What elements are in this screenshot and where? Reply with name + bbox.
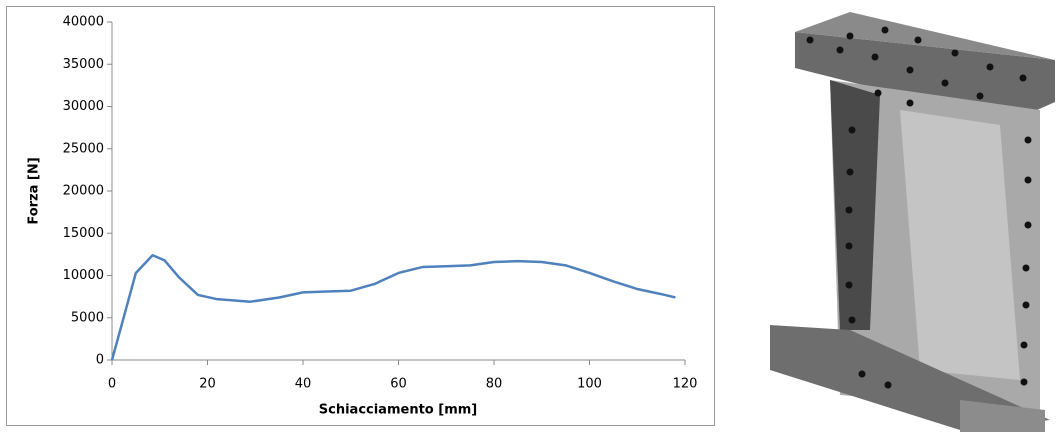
x-tick-label: 40 [295, 377, 312, 392]
x-tick-label: 120 [673, 377, 698, 392]
y-tick-label: 25000 [63, 141, 104, 156]
page: Schiacciamento [mm] Forza [N] 0 5000 10000… [0, 0, 1062, 432]
y-tick-label: 10000 [63, 268, 104, 283]
x-tick-label: 0 [108, 377, 116, 392]
y-tick-label: 40000 [63, 15, 104, 30]
y-tick-label: 5000 [71, 310, 104, 325]
x-axis-title: Schiacciamento [mm] [319, 403, 477, 418]
x-tick-label: 20 [199, 377, 216, 392]
y-tick-label: 20000 [63, 184, 104, 199]
chart-frame [7, 7, 715, 426]
x-tick-label: 60 [390, 377, 407, 392]
x-tick-label: 80 [486, 377, 503, 392]
beam-render [770, 12, 1055, 432]
y-axis-title: Forza [N] [27, 157, 42, 224]
y-tick-label: 35000 [63, 57, 104, 72]
y-tick-label: 30000 [63, 99, 104, 114]
y-tick-label: 15000 [63, 226, 104, 241]
x-tick-label: 100 [577, 377, 602, 392]
y-tick-label: 0 [96, 353, 104, 368]
